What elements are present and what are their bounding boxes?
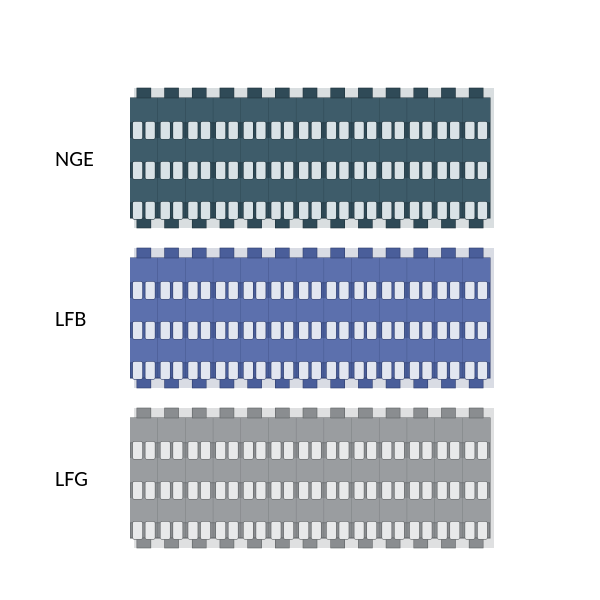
belt-lfb: [130, 245, 498, 391]
belt-graphic: [130, 85, 498, 231]
variant-label-lfg: LFG: [0, 465, 130, 492]
variant-label-nge: NGE: [0, 145, 130, 172]
variant-label-lfb: LFB: [0, 305, 130, 332]
belt-graphic: [130, 405, 498, 551]
belt-nge: [130, 85, 498, 231]
variant-row-nge: NGE: [0, 85, 600, 231]
variant-row-lfg: LFG: [0, 405, 600, 551]
belt-lfg: [130, 405, 498, 551]
belt-graphic: [130, 245, 498, 391]
variant-row-lfb: LFB: [0, 245, 600, 391]
